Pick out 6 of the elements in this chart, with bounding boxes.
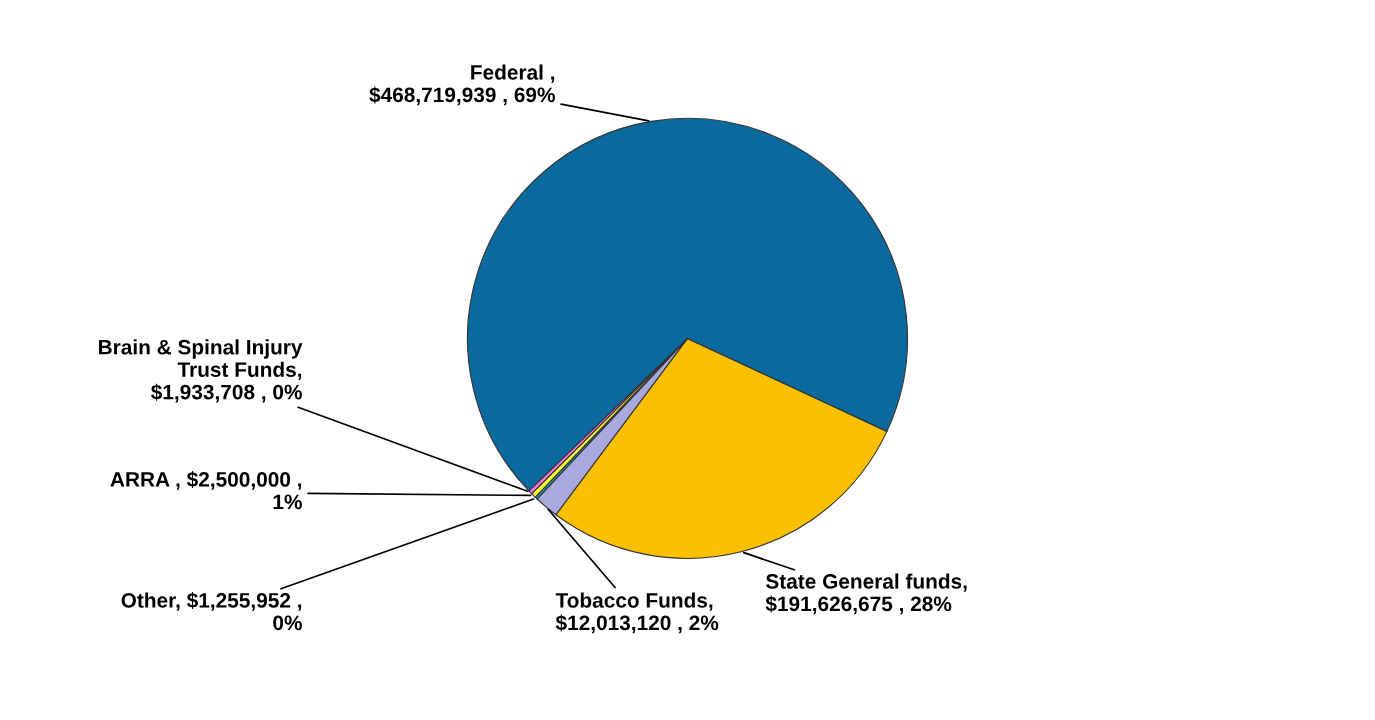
slice-label: Federal , $468,719,939 , 69%: [369, 64, 555, 106]
slice-label: ARRA , $2,500,000 , 1%: [110, 471, 302, 510]
slice-label: State General funds, $191,626,675 , 28%: [765, 573, 967, 615]
slice-label: Other, $1,255,952 , 0%: [121, 592, 302, 631]
slice-label: Tobacco Funds, $12,013,120 , 2%: [555, 592, 719, 634]
slice-label: Brain & Spinal Injury Trust Funds, $1,933,708 , 0%: [99, 339, 303, 403]
